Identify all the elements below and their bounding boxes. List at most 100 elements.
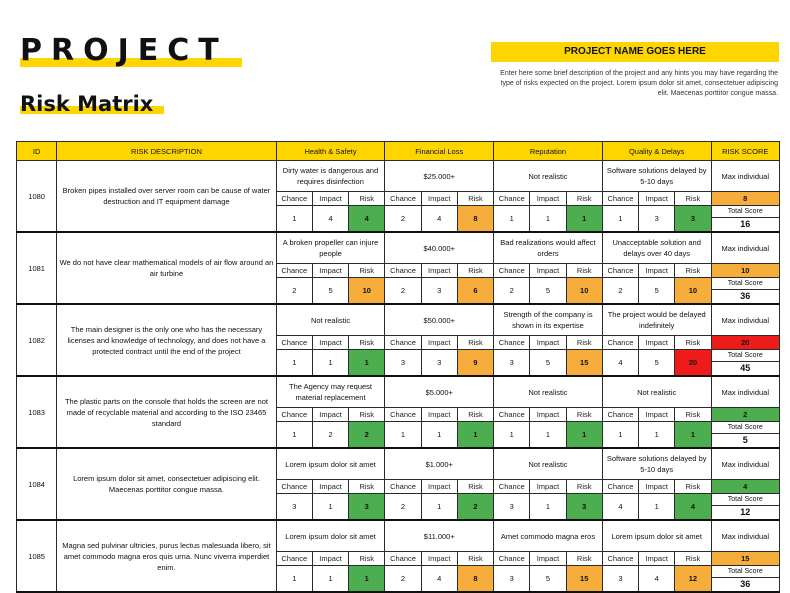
row-id: 1081 [15, 231, 58, 305]
page-subtitle: Risk Matrix [20, 92, 154, 116]
financial-loss-risk-label: Risk [456, 263, 495, 278]
row-risk-description: The plastic parts on the console that ho… [56, 375, 277, 449]
title-underline [20, 58, 242, 67]
reputation-impact-label: Impact [529, 263, 567, 278]
total-score-value: 36 [740, 579, 751, 589]
financial-loss-chance-value: 3 [384, 349, 422, 377]
health-safety-chance-value: 2 [275, 277, 313, 305]
health-safety-risk-label: Risk [348, 479, 386, 494]
financial-loss-impact-label: Impact [420, 407, 458, 422]
financial-loss-chance-label: Chance [384, 335, 422, 350]
health-safety-risk-label: Risk [348, 551, 386, 566]
quality-delays-risk-label: Risk [674, 263, 712, 278]
quality-delays-description: Unacceptable solution and delays over 40… [601, 231, 712, 264]
title-block: PROJECT [20, 34, 242, 68]
health-safety-risk-value: 10 [348, 277, 386, 305]
quality-delays-impact-label: Impact [638, 263, 676, 278]
financial-loss-chance-label: Chance [384, 479, 422, 494]
health-safety-impact-label: Impact [311, 479, 350, 494]
reputation-risk-value: 1 [565, 421, 603, 449]
quality-delays-description: Software solutions delayed by 5-10 days [601, 160, 712, 192]
total-score-cell: Total Score 12 [710, 493, 781, 521]
table-subheader-row: Chance Impact Risk Chance Impact Risk Chance Im… [17, 335, 781, 350]
table-body: 1080 Broken pipes installed over server r… [15, 160, 781, 593]
table-values-row: 1 1 1 3 3 9 3 5 15 4 5 20 Total Score 45 [17, 349, 781, 377]
health-safety-impact-value: 5 [311, 277, 350, 305]
quality-delays-impact-value: 5 [638, 349, 676, 377]
row-risk-description: Broken pipes installed over server room … [56, 160, 277, 233]
financial-loss-description: $5.000+ [384, 375, 495, 408]
health-safety-chance-label: Chance [275, 407, 313, 422]
financial-loss-impact-value: 3 [420, 277, 458, 305]
quality-delays-chance-value: 1 [601, 421, 640, 449]
financial-loss-chance-value: 2 [384, 565, 422, 593]
financial-loss-chance-value: 2 [384, 205, 422, 233]
health-safety-impact-value: 1 [311, 493, 350, 521]
quality-delays-chance-label: Chance [601, 263, 640, 278]
max-individual-label: Max individual [710, 303, 781, 336]
reputation-chance-label: Chance [493, 263, 531, 278]
max-individual-value: 15 [710, 551, 781, 566]
financial-loss-risk-value: 2 [456, 493, 495, 521]
health-safety-risk-label: Risk [348, 407, 386, 422]
health-safety-impact-value: 1 [311, 565, 350, 593]
financial-loss-impact-value: 1 [420, 421, 458, 449]
row-id: 1082 [15, 303, 58, 377]
health-safety-risk-value: 1 [348, 349, 386, 377]
reputation-chance-value: 3 [493, 565, 531, 593]
reputation-impact-value: 1 [529, 421, 567, 449]
reputation-description: Amet commodo magna eros [493, 519, 603, 552]
quality-delays-description: The project would be delayed indefinitel… [601, 303, 712, 336]
table-values-row: 3 1 3 2 1 2 3 1 3 4 1 4 Total Score 12 [17, 493, 781, 521]
row-id: 1085 [15, 519, 58, 593]
quality-delays-risk-label: Risk [674, 191, 712, 206]
total-score-cell: Total Score 36 [710, 565, 781, 593]
health-safety-description: Lorem ipsum dolor sit amet [275, 447, 386, 480]
quality-delays-chance-label: Chance [601, 191, 640, 206]
total-score-value: 12 [740, 507, 751, 517]
quality-delays-risk-value: 1 [674, 421, 712, 449]
health-safety-risk-value: 3 [348, 493, 386, 521]
table-row: 1085 Magna sed pulvinar ultricies, purus … [15, 519, 781, 593]
quality-delays-chance-value: 4 [601, 349, 640, 377]
quality-delays-chance-value: 4 [601, 493, 640, 521]
project-description: Enter here some brief description of the… [500, 70, 778, 97]
financial-loss-chance-label: Chance [384, 263, 422, 278]
total-score-label: Total Score [711, 494, 779, 506]
financial-loss-impact-value: 4 [420, 205, 458, 233]
quality-delays-risk-label: Risk [674, 479, 712, 494]
header-health-safety: Health & Safety [275, 141, 386, 161]
health-safety-description: Not realistic [275, 303, 386, 336]
quality-delays-chance-value: 2 [601, 277, 640, 305]
reputation-impact-label: Impact [529, 335, 567, 350]
quality-delays-impact-label: Impact [638, 551, 676, 566]
risk-matrix-table: ID RISK DESCRIPTION Health & Safety Fina… [15, 141, 781, 593]
total-score-cell: Total Score 16 [710, 205, 781, 233]
table-values-row: 2 5 10 2 3 6 2 5 10 2 5 10 Total Score 36 [17, 277, 781, 305]
quality-delays-chance-label: Chance [601, 335, 640, 350]
quality-delays-description: Not realistic [601, 375, 712, 408]
financial-loss-impact-label: Impact [420, 551, 458, 566]
reputation-chance-value: 3 [493, 349, 531, 377]
financial-loss-chance-label: Chance [384, 551, 422, 566]
health-safety-description: The Agency may request material replacem… [275, 375, 386, 408]
financial-loss-description: $40.000+ [384, 231, 495, 264]
health-safety-chance-value: 1 [275, 565, 313, 593]
financial-loss-risk-label: Risk [456, 407, 495, 422]
financial-loss-description: $50.000+ [384, 303, 495, 336]
financial-loss-risk-value: 1 [456, 421, 495, 449]
header-reputation: Reputation [493, 141, 603, 161]
total-score-value: 36 [740, 291, 751, 301]
reputation-impact-value: 5 [529, 565, 567, 593]
max-individual-value: 8 [710, 191, 781, 206]
reputation-impact-value: 1 [529, 205, 567, 233]
header-id: ID [15, 141, 58, 161]
reputation-impact-label: Impact [529, 191, 567, 206]
reputation-impact-label: Impact [529, 479, 567, 494]
health-safety-chance-value: 1 [275, 205, 313, 233]
quality-delays-risk-value: 20 [674, 349, 712, 377]
quality-delays-impact-value: 5 [638, 277, 676, 305]
quality-delays-risk-label: Risk [674, 335, 712, 350]
quality-delays-description: Software solutions delayed by 5-10 days [601, 447, 712, 480]
max-individual-value: 20 [710, 335, 781, 350]
